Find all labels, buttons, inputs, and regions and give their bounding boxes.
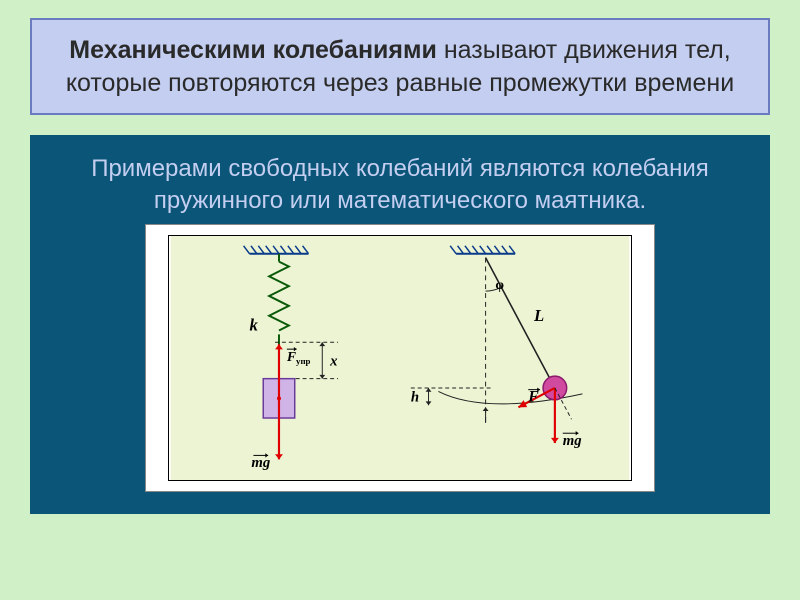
svg-text:x: x [329,353,338,369]
content-box: Примерами свободных колебаний являются к… [30,135,770,514]
diagram-frame: kFупрxmgφLhFmg [168,235,632,481]
slide-page: Механическими колебаниями называют движе… [0,0,800,600]
pendulum-diagram: kFупрxmgφLhFmg [169,236,631,480]
svg-text:k: k [249,315,258,334]
svg-text:h: h [411,389,419,405]
svg-text:L: L [533,306,544,325]
diagram-container: kFупрxmgφLhFmg [145,224,655,492]
svg-text:φ: φ [495,277,504,292]
definition-text: Механическими колебаниями называют движе… [66,36,734,97]
subtitle-text: Примерами свободных колебаний являются к… [50,153,750,218]
svg-text:mg: mg [563,433,582,449]
definition-box: Механическими колебаниями называют движе… [30,18,770,115]
svg-text:mg: mg [251,455,270,471]
